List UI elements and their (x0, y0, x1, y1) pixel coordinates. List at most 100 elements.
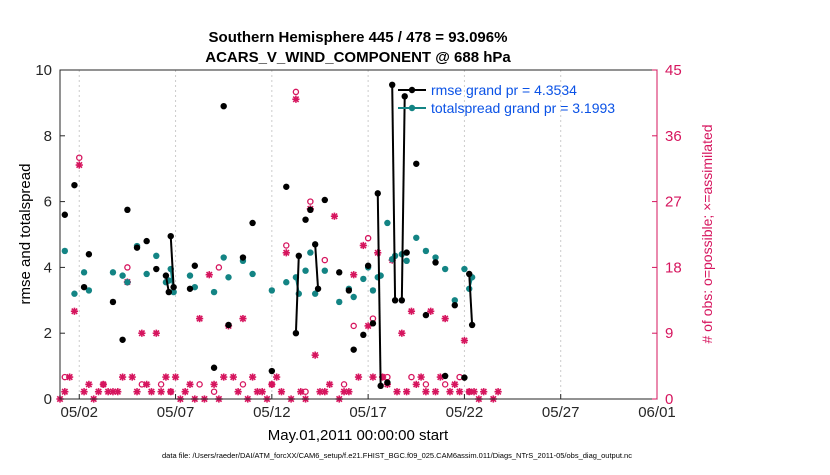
rmse-point (220, 102, 227, 110)
x-tick-label: 05/12 (253, 404, 291, 421)
ticks: 05/02 05/07 05/12 05/17 05/22 05/27 06/0102468… (35, 62, 681, 421)
obs-assimilated-marker (277, 388, 286, 396)
rmse-point (239, 254, 247, 261)
obs-assimilated-marker (248, 373, 257, 381)
obs-assimilated-stroke (331, 212, 338, 220)
obs-assimilated-marker (186, 380, 194, 388)
rmse-point (468, 321, 476, 329)
obs-assimilated-stroke (119, 373, 126, 381)
obs-assimilated-stroke (258, 388, 266, 395)
spread-point (369, 287, 377, 294)
x-tick-label: 05/17 (349, 404, 387, 421)
obs-assimilated-marker (292, 95, 300, 103)
obs-assimilated-marker (456, 388, 464, 396)
spread-point (336, 298, 343, 306)
obs-assimilated-marker (427, 307, 435, 315)
obs-assimilated-stroke (80, 388, 88, 395)
obs-assimilated-marker (451, 380, 459, 388)
obs-possible-marker (215, 264, 223, 271)
obs-possible-marker (61, 373, 69, 381)
rmse-segment (468, 273, 474, 326)
legend-rmse-marker (408, 86, 416, 94)
obs-assimilated-stroke (345, 388, 353, 395)
obs-assimilated-marker (66, 373, 74, 381)
obs-assimilated-stroke (456, 388, 463, 395)
obs-assimilated-stroke (422, 388, 430, 395)
obs-assimilated-stroke (273, 373, 280, 381)
rmse-point (336, 269, 343, 276)
obs-assimilated-marker (311, 351, 319, 359)
obs-assimilated-marker (417, 373, 425, 381)
rmse-point (369, 320, 377, 327)
rmse-segment (376, 193, 382, 386)
obs-assimilated-marker (181, 388, 189, 396)
obs-assimilated-stroke (398, 329, 406, 337)
rmse-segment (400, 96, 406, 301)
obs-assimilated-marker (354, 373, 363, 381)
obs-assimilated-stroke (249, 373, 256, 381)
obs-assimilated-marker (258, 388, 266, 396)
obs-possible-marker (124, 264, 131, 271)
obs-assimilated-marker (282, 249, 290, 257)
footer-data-file: data file: /Users/raeder/DAI/ATM_forcXX/… (162, 451, 632, 460)
obs-assimilated-stroke (66, 373, 73, 381)
rmse-segment (294, 255, 300, 334)
obs-possible-marker (292, 88, 300, 96)
y-axis-label: rmse and totalspread (17, 164, 34, 305)
obs-assimilated-marker (436, 373, 444, 381)
obs-assimilated-marker (407, 307, 416, 315)
legend-spread-label: totalspread grand pr = 3.1993 (431, 100, 615, 116)
obs-assimilated-stroke (283, 249, 290, 257)
obs-assimilated-marker (196, 314, 204, 323)
obs-assimilated-stroke (172, 373, 179, 381)
x-tick-label: 05/22 (446, 404, 484, 421)
obs-possible-marker (321, 256, 329, 264)
rmse-segment (314, 244, 320, 289)
rmse-point (398, 297, 406, 304)
rmse-point (466, 270, 473, 278)
spread-point (384, 219, 391, 227)
obs-assimilated-stroke (109, 388, 117, 395)
spread-point (350, 293, 357, 301)
obs-assimilated-stroke (95, 388, 102, 395)
obs-assimilated-stroke (85, 381, 93, 388)
obs-assimilated-marker (422, 388, 430, 396)
spread-point (210, 288, 218, 296)
obs-assimilated-marker (330, 212, 339, 220)
obs-assimilated-marker (393, 388, 401, 396)
rmse-point (170, 283, 177, 291)
rmse-point (283, 183, 290, 190)
rmse-segment (169, 236, 175, 288)
spread-point (441, 265, 449, 273)
spread-point (109, 269, 117, 276)
obs-possible-marker (441, 381, 449, 388)
rmse-point (401, 93, 408, 100)
rmse-point (441, 372, 449, 380)
obs-assimilated-marker (61, 388, 69, 396)
obs-assimilated-stroke (340, 388, 348, 395)
spread-point (311, 290, 319, 297)
obs-assimilated-stroke (153, 329, 160, 337)
obs-assimilated-marker (345, 388, 353, 396)
obs-assimilated-marker (94, 388, 103, 396)
x-tick-label: 05/07 (157, 404, 195, 421)
obs-assimilated-stroke (234, 388, 242, 395)
rmse-point (384, 379, 391, 386)
obs-possible-marker (100, 381, 107, 388)
spread-point (283, 279, 290, 286)
rmse-point (153, 265, 160, 273)
spread-point (307, 249, 314, 256)
rmse-point (80, 283, 88, 291)
obs-assimilated-stroke (369, 373, 377, 381)
x-tick-label: 05/02 (60, 404, 98, 421)
legend-rmse-label: rmse grand pr = 4.3534 (431, 82, 577, 98)
obs-possible-marker (157, 381, 165, 388)
obs-assimilated-stroke (446, 388, 454, 395)
obs-assimilated-marker (321, 388, 329, 396)
rmse-point (389, 81, 396, 89)
rmse-point (307, 206, 314, 214)
obs-assimilated-stroke (413, 381, 420, 388)
rmse-point (85, 251, 93, 258)
chart-title-line2: ACARS_V_WIND_COMPONENT @ 688 hPa (205, 49, 511, 66)
